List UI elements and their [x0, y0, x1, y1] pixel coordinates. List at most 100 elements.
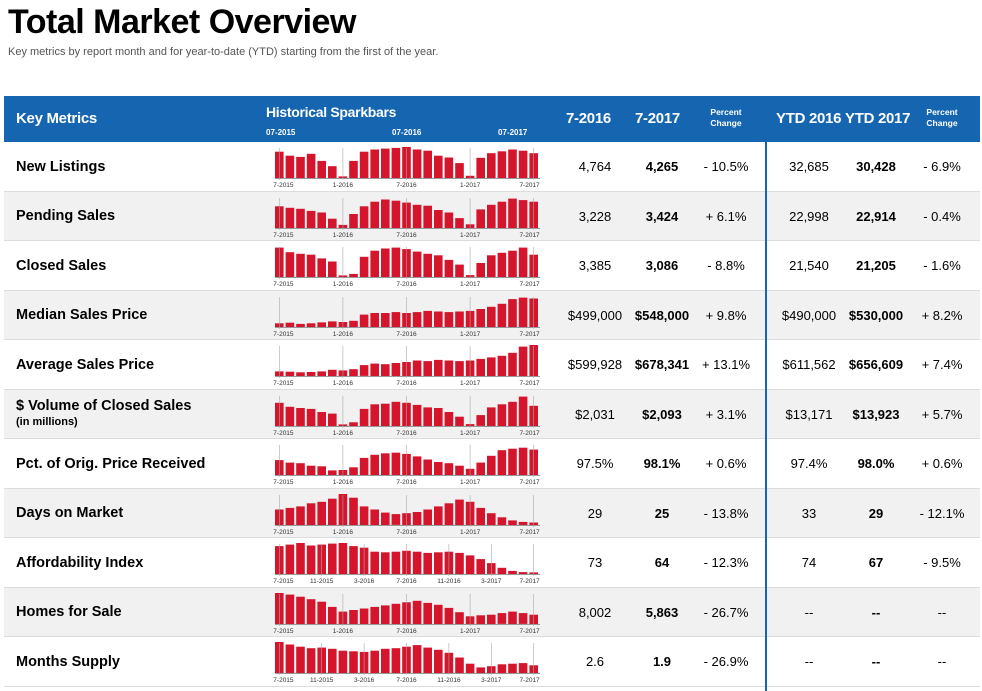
metric-label: Months Supply [16, 637, 120, 686]
sparkbar [381, 248, 390, 277]
sparkbar-tick-label: 1-2016 [333, 430, 354, 435]
sparkbar [434, 311, 443, 327]
sparkbar [370, 509, 379, 525]
sparkbar-tick-label: 1-2017 [460, 331, 481, 336]
sparkbar-tick-label: 7-2015 [273, 578, 294, 583]
sparkbar-tick-label: 11-2015 [310, 677, 334, 682]
sparkbar [518, 346, 528, 376]
sparkbar [444, 311, 454, 327]
sparkbar [381, 364, 390, 376]
sparkbar [434, 552, 443, 574]
sparkbar [391, 363, 401, 376]
sparkbar [412, 311, 422, 327]
sparkbar [328, 543, 337, 574]
table-row: New Listings 7-2015 1-2016 7-2016 1-2017 7-20… [4, 142, 980, 192]
sparkbar [423, 361, 432, 376]
sparkbar-tick-label: 7-2015 [273, 331, 294, 336]
sparkbar [423, 253, 432, 278]
sparkbar [476, 667, 485, 673]
sparkbar [434, 359, 443, 376]
metrics-table: Key Metrics Historical Sparkbars 07-2015… [4, 96, 980, 691]
sparkbar-chart: 7-2015 1-2016 7-2016 1-2017 7-2017 [273, 147, 540, 187]
sparkbar [381, 512, 390, 525]
metric-label: Median Sales Price [16, 291, 147, 340]
sparkbar [455, 264, 464, 277]
sparkbar [455, 361, 464, 376]
header-ytd-1: YTD 2016 [776, 110, 842, 127]
sparkbar [296, 156, 305, 178]
sparkbar [476, 462, 485, 475]
sparkbar-chart: 7-2015 1-2016 7-2016 1-2017 7-2017 [273, 395, 540, 435]
sparkbar-tick-label: 1-2017 [460, 380, 481, 385]
sparkbar [349, 320, 358, 327]
month-2-value: 3,086 [645, 258, 679, 273]
ytd-2-value: 29 [868, 505, 884, 521]
sparkbar-tick-label: 7-2016 [396, 430, 417, 435]
sparkbar [412, 204, 422, 228]
ytd-percent-change-value: -- [937, 604, 947, 620]
sparkbar [476, 507, 485, 525]
ytd-2-value: 30,428 [856, 159, 896, 174]
sparkbar-chart: 7-2015 1-2016 7-2016 1-2017 7-2017 [273, 445, 540, 484]
sparkbar [518, 663, 528, 673]
header-month-1: 7-2016 [566, 110, 611, 127]
sparkbar [296, 323, 305, 327]
sparkbar [391, 648, 401, 673]
ytd-1-value: -- [804, 604, 814, 620]
sparkbar [349, 546, 358, 574]
sparkbar [434, 209, 443, 228]
sparkbar [349, 213, 358, 228]
sparkbar [359, 205, 369, 228]
sparkbar [285, 371, 295, 376]
sparkbar [306, 598, 316, 624]
sparkbar-chart: 7-2015 11-2015 3-2016 7-2016 11-2016 3-2017 7-… [273, 642, 540, 682]
sparkbar [328, 498, 337, 525]
month-2-value: $678,341 [634, 357, 690, 372]
sparkbar [518, 199, 528, 228]
header-spark-date-2: 07-2016 [392, 128, 422, 137]
sparkbar [381, 453, 390, 475]
metric-label: $ Volume of Closed Sales (in millions) [16, 390, 191, 439]
sparkbar [359, 608, 369, 624]
metric-sublabel: (in millions) [16, 416, 78, 428]
ytd-1-value: $13,171 [785, 406, 833, 422]
sparkbar-tick-label: 1-2017 [460, 479, 481, 484]
sparkbar [349, 609, 358, 624]
sparkbar-tick-label: 1-2017 [460, 628, 481, 633]
sparkbar [306, 545, 316, 574]
sparkbar [370, 454, 379, 475]
sparkbar-tick-label: 7-2015 [273, 677, 294, 682]
sparkbar [423, 459, 432, 475]
sparkbar [285, 462, 295, 475]
month-2-value: 3,424 [645, 208, 679, 224]
sparkbar-tick-label: 1-2016 [333, 628, 354, 633]
sparkbar [444, 259, 454, 277]
month-1-value: 2.6 [585, 654, 605, 669]
sparkbar [349, 369, 358, 376]
sparkbar-chart: 7-2015 1-2016 7-2016 1-2017 7-2017 [273, 247, 540, 286]
sparkbar [518, 396, 528, 426]
sparkbar-tick-label: 7-2016 [396, 628, 417, 633]
sparkbar [412, 404, 422, 426]
percent-change-value: + 0.6% [705, 456, 747, 471]
metric-label: Pct. of Orig. Price Received [16, 439, 205, 488]
sparkbar-tick-label: 7-2015 [273, 182, 294, 187]
sparkbar [434, 407, 443, 426]
sparkbar [391, 551, 401, 574]
sparkbar [476, 263, 485, 277]
sparkbar [508, 401, 517, 426]
sparkbar [285, 252, 295, 277]
metric-name: Pct. of Orig. Price Received [16, 455, 206, 472]
sparkbar [497, 303, 507, 327]
sparkbar [349, 273, 358, 277]
sparkbar [349, 467, 358, 476]
sparkbar [487, 512, 496, 525]
sparkbar [444, 607, 454, 624]
sparkbar [317, 501, 326, 525]
sparkbar [497, 612, 507, 624]
page-title: Total Market Overview [8, 3, 356, 41]
sparkbar [423, 150, 432, 178]
sparkbar-tick-label: 7-2015 [273, 628, 294, 633]
sparkbar [487, 357, 496, 376]
sparkbar [455, 163, 464, 178]
